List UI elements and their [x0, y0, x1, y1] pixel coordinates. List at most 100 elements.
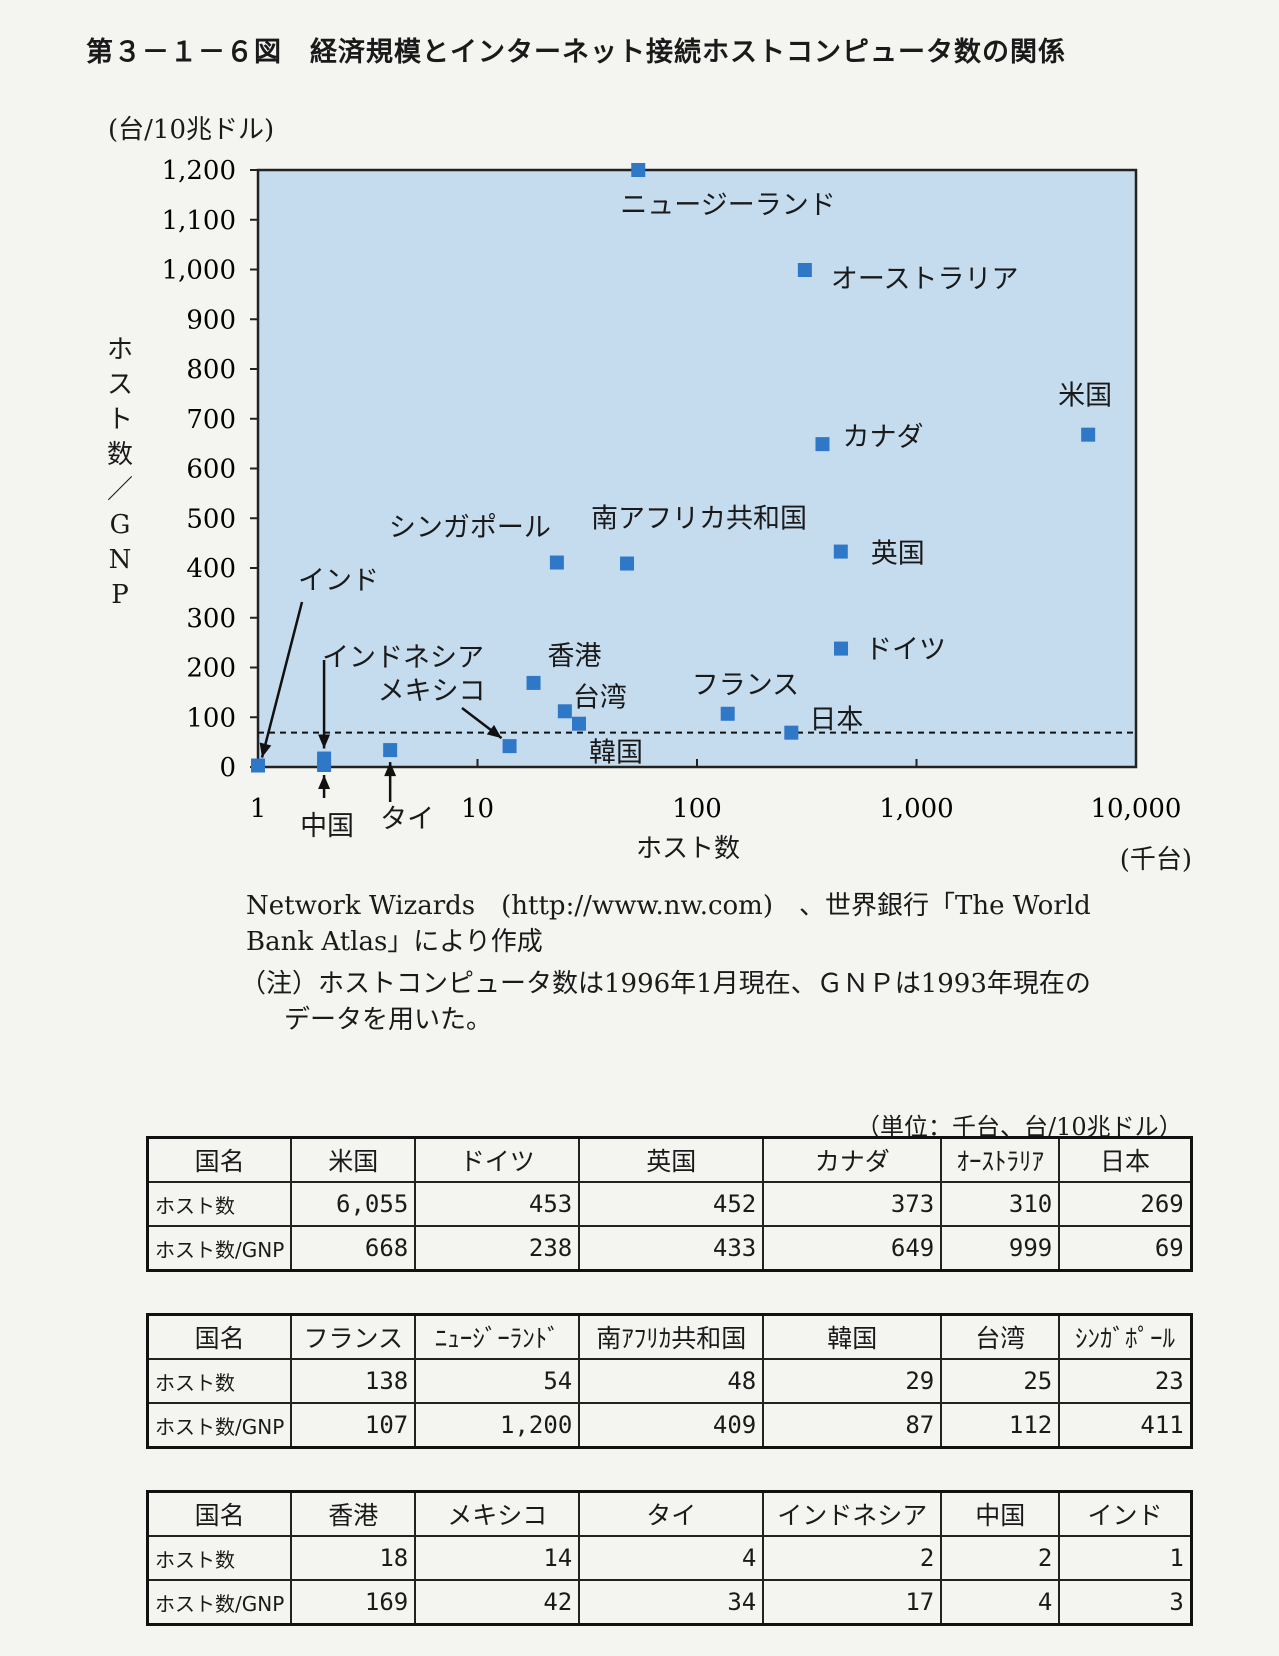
- country-header: ドイツ: [414, 1136, 581, 1183]
- table-cell: 452: [578, 1181, 765, 1227]
- data-table-2: 国名 フランス ﾆｭｰｼﾞｰﾗﾝﾄﾞ 南ｱﾌﾘｶ共和国 韓国 台湾 ｼﾝｶﾞﾎﾟｰﾙ ホスト数…: [146, 1313, 1193, 1449]
- table-cell: 48: [578, 1358, 765, 1404]
- table-cell: 2: [940, 1535, 1061, 1581]
- table-cell: 668: [290, 1225, 417, 1272]
- table-cell: 649: [762, 1225, 943, 1272]
- y-axis-label-char: ／: [107, 475, 133, 505]
- country-header: 英国: [578, 1136, 765, 1183]
- table-cell: 54: [414, 1358, 581, 1404]
- country-header: インドネシア: [762, 1490, 943, 1537]
- point-label: シンガポール: [389, 513, 551, 544]
- table-cell: 2: [762, 1535, 943, 1581]
- x-tick-label: 100: [672, 794, 722, 824]
- country-header: 台湾: [940, 1313, 1061, 1360]
- table-cell: 411: [1058, 1402, 1193, 1449]
- data-point: [620, 556, 635, 571]
- arrow-mexico-head: [486, 724, 502, 739]
- table-cell: 34: [578, 1579, 765, 1626]
- data-table-3: 国名 香港 メキシコ タイ インドネシア 中国 インド ホスト数 18 14 4 2 2 1 ホスト数/GN…: [146, 1490, 1193, 1626]
- y-tick-label: 1,100: [162, 206, 236, 236]
- table-cell: 6,055: [290, 1181, 417, 1227]
- y-axis-label-char: 数: [107, 440, 133, 470]
- table-row: ホスト数/GNP 169 42 34 17 4 3: [146, 1579, 1193, 1626]
- table-cell: 169: [290, 1579, 417, 1626]
- country-header: 中国: [940, 1490, 1061, 1537]
- table-cell: 25: [940, 1358, 1061, 1404]
- country-header: 日本: [1058, 1136, 1193, 1183]
- y-tick-label: 400: [186, 554, 236, 584]
- y-axis-label-char: P: [111, 580, 129, 610]
- point-label: タイ: [380, 804, 434, 835]
- table-cell: 238: [414, 1225, 581, 1272]
- table-cell: 999: [940, 1225, 1061, 1272]
- data-point: [383, 743, 398, 758]
- table-row: 国名 香港 メキシコ タイ インドネシア 中国 インド: [146, 1490, 1193, 1537]
- country-header: 韓国: [762, 1313, 943, 1360]
- y-unit-label: (台/10兆ドル): [108, 115, 274, 145]
- figure-title: 第３－１－６図 経済規模とインターネット接続ホストコンピュータ数の関係: [86, 37, 1066, 68]
- arrow-indonesia-head: [318, 734, 331, 749]
- table-cell: 138: [290, 1358, 417, 1404]
- table-cell: 1,200: [414, 1402, 581, 1449]
- point-label: 香港: [548, 641, 602, 672]
- table-row: ホスト数 18 14 4 2 2 1: [146, 1535, 1193, 1581]
- data-point: [502, 739, 517, 754]
- data-point: [720, 706, 735, 721]
- data-point: [571, 716, 586, 731]
- country-header: ﾆｭｰｼﾞｰﾗﾝﾄﾞ: [414, 1313, 581, 1360]
- table-cell: 87: [762, 1402, 943, 1449]
- y-tick-label: 800: [186, 355, 236, 385]
- table-cell: 107: [290, 1402, 417, 1449]
- table-cell: 3: [1058, 1579, 1193, 1626]
- y-tick-label: 200: [186, 654, 236, 684]
- country-header: 米国: [290, 1136, 417, 1183]
- data-point: [549, 555, 564, 570]
- point-label: カナダ: [842, 422, 923, 453]
- point-label: オーストラリア: [831, 264, 1019, 295]
- table-row: ホスト数/GNP 668 238 433 649 999 69: [146, 1225, 1193, 1272]
- y-tick-label: 500: [186, 504, 236, 534]
- row-header: ホスト数: [146, 1181, 293, 1227]
- source-line-2: Bank Atlas」により作成: [246, 927, 543, 957]
- country-header: ｵｰｽﾄﾗﾘｱ: [940, 1136, 1061, 1183]
- y-axis-label-char: ト: [107, 405, 133, 435]
- point-label: 台湾: [573, 682, 627, 713]
- country-header: メキシコ: [414, 1490, 581, 1537]
- data-point: [317, 758, 332, 773]
- point-label: 中国: [300, 811, 354, 842]
- country-header: カナダ: [762, 1136, 943, 1183]
- x-tick-label: 10,000: [1091, 794, 1182, 824]
- y-tick-label: 600: [186, 455, 236, 485]
- table-cell: 69: [1058, 1225, 1193, 1272]
- data-point: [833, 544, 848, 559]
- y-tick-label: 300: [186, 604, 236, 634]
- country-header: インド: [1058, 1490, 1193, 1537]
- data-point: [526, 675, 541, 690]
- footnote: （注）ホストコンピュータ数は1996年1月現在、ＧＮＰは1993年現在の データ…: [240, 966, 1200, 1038]
- row-header: 国名: [146, 1136, 293, 1183]
- table-cell: 4: [578, 1535, 765, 1581]
- row-header: ホスト数: [146, 1535, 293, 1581]
- footnote-line-1: （注）ホストコンピュータ数は1996年1月現在、ＧＮＰは1993年現在の: [240, 969, 1091, 999]
- table-row: ホスト数 138 54 48 29 25 23: [146, 1358, 1193, 1404]
- row-header: ホスト数/GNP: [146, 1402, 293, 1449]
- data-table-1: 国名 米国 ドイツ 英国 カナダ ｵｰｽﾄﾗﾘｱ 日本 ホスト数 6,055 453 452 373 3…: [146, 1136, 1193, 1272]
- y-axis-label-char: ス: [107, 370, 133, 400]
- data-point: [251, 758, 265, 773]
- table-cell: 17: [762, 1579, 943, 1626]
- data-point: [797, 262, 812, 277]
- y-axis-label-char: N: [109, 545, 132, 575]
- data-point: [834, 641, 849, 656]
- point-label: インド: [298, 566, 379, 597]
- row-header: 国名: [146, 1313, 293, 1360]
- table-cell: 269: [1058, 1181, 1193, 1227]
- point-label: ドイツ: [865, 635, 946, 666]
- x-tick-label: 10: [461, 794, 494, 824]
- point-label: フランス: [692, 670, 799, 701]
- table-row: 国名 フランス ﾆｭｰｼﾞｰﾗﾝﾄﾞ 南ｱﾌﾘｶ共和国 韓国 台湾 ｼﾝｶﾞﾎﾟｰﾙ: [146, 1313, 1193, 1360]
- country-header: タイ: [578, 1490, 765, 1537]
- point-label: 日本: [809, 705, 863, 736]
- point-label: 南アフリカ共和国: [591, 504, 807, 535]
- row-header: ホスト数/GNP: [146, 1579, 293, 1626]
- row-header: ホスト数: [146, 1358, 293, 1404]
